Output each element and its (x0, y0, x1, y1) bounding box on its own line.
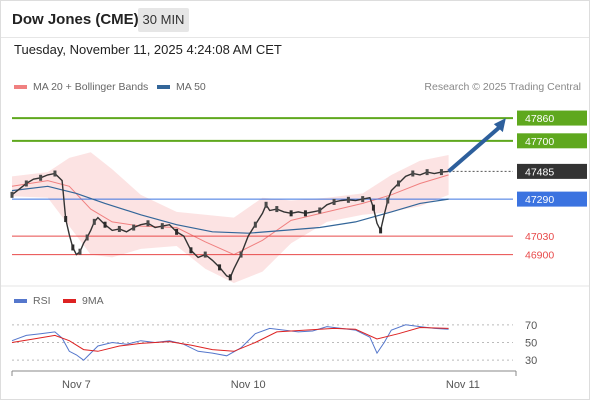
price-candle (275, 206, 279, 213)
price-candle (189, 247, 193, 254)
price-candle (39, 174, 43, 181)
price-candle (53, 170, 57, 177)
projection-arrow-head (493, 118, 506, 133)
price-candle (146, 220, 150, 227)
ma50-swatch (157, 85, 170, 89)
price-candle (346, 196, 350, 203)
price-candle (78, 248, 82, 255)
price-candle (117, 225, 121, 232)
price-candle (396, 180, 400, 187)
rsi-legend: RSI 9MA (1, 295, 301, 309)
timestamp: Tuesday, November 11, 2025 4:24:08 AM CE… (14, 42, 282, 57)
price-candle (411, 170, 415, 177)
price-candle (103, 221, 107, 228)
price-candle (264, 201, 268, 208)
price-candle (203, 251, 207, 258)
level-label-47700: 47700 (525, 136, 554, 148)
price-candle (386, 197, 390, 204)
legend-rsi-ma: 9MA (63, 295, 104, 307)
price-candle (253, 221, 257, 228)
legend-bollinger-label: MA 20 + Bollinger Bands (33, 81, 149, 93)
price-candle (371, 204, 375, 211)
price-candle (132, 224, 136, 231)
x-tick-label: Nov 7 (62, 379, 91, 391)
level-tag-47860 (517, 110, 587, 126)
price-candle (71, 244, 75, 251)
copyright-text: Research © 2025 Trading Central (424, 81, 581, 93)
level-label-47290: 47290 (525, 194, 554, 206)
x-tick-label: Nov 10 (231, 379, 266, 391)
price-legend: MA 20 + Bollinger Bands MA 50 Research ©… (1, 81, 589, 95)
legend-rsi-ma-label: 9MA (82, 295, 104, 307)
rsi-swatch (14, 299, 27, 303)
rsi-tick-70: 70 (525, 320, 537, 332)
price-candle (64, 216, 68, 223)
level-tag-47290 (517, 191, 587, 207)
level-label-46900: 46900 (525, 250, 554, 262)
price-candle (175, 228, 179, 235)
price-candle (160, 223, 164, 230)
price-candle (439, 169, 443, 176)
rsi-tick-30: 30 (525, 355, 537, 367)
legend-ma50: MA 50 (157, 81, 206, 93)
instrument-title: Dow Jones (CME) (12, 11, 139, 28)
timeframe-badge[interactable]: 30 MIN (138, 8, 189, 32)
rsi-line (11, 324, 449, 361)
price-candle (303, 210, 307, 217)
projection-arrow-shaft (447, 124, 503, 173)
price-candle (85, 234, 89, 241)
level-label-47485: 47485 (525, 166, 554, 178)
price-candle (332, 198, 336, 205)
price-candle (239, 251, 243, 258)
price-candle (318, 207, 322, 214)
price-candle (228, 274, 232, 281)
rsi-tick-50: 50 (525, 338, 537, 350)
chart-header: Dow Jones (CME) 30 MIN (1, 1, 589, 37)
x-tick-label: Nov 11 (446, 379, 480, 391)
price-candle (92, 218, 96, 225)
price-candle (425, 169, 429, 176)
rsi-ma-swatch (63, 299, 76, 303)
legend-rsi-label: RSI (33, 295, 51, 307)
price-candle (218, 264, 222, 271)
legend-rsi: RSI (14, 295, 51, 307)
level-tag-47700 (517, 133, 587, 149)
level-label-47030: 47030 (525, 231, 554, 243)
header-divider (1, 37, 589, 38)
level-label-47860: 47860 (525, 113, 554, 125)
level-tag-47485 (517, 163, 587, 179)
price-candle (10, 191, 14, 198)
rsi-ma-line (11, 326, 449, 352)
legend-ma50-label: MA 50 (176, 81, 206, 93)
price-candle (289, 210, 293, 217)
ma50-line (11, 185, 449, 234)
bollinger-band-area (12, 152, 449, 283)
bollinger-swatch (14, 85, 27, 89)
price-candle (379, 227, 383, 234)
price-candle (361, 196, 365, 203)
price-candle (24, 180, 28, 187)
legend-bollinger: MA 20 + Bollinger Bands (14, 81, 148, 93)
